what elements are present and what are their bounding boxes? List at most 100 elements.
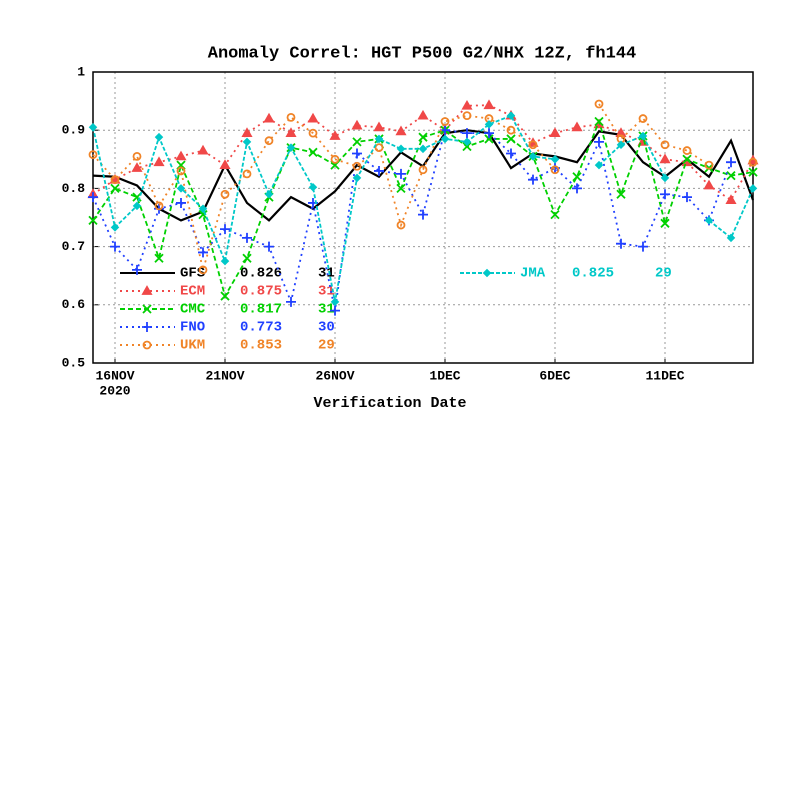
y-tick-label: 0.8: [62, 181, 86, 196]
data-point: [308, 128, 318, 138]
data-point: [462, 128, 472, 139]
data-point: [638, 241, 648, 252]
data-point: [418, 209, 428, 220]
data-point: [748, 157, 758, 167]
data-point: [616, 140, 626, 150]
legend-name: UKM: [180, 338, 205, 354]
data-point: [352, 148, 362, 159]
data-point: [286, 112, 296, 122]
data-point: [198, 209, 208, 220]
data-point: [154, 253, 164, 263]
data-point: [506, 134, 516, 144]
data-point: [330, 297, 340, 307]
data-point: [550, 155, 560, 164]
legend-count: 31: [318, 284, 335, 300]
data-point: [660, 173, 670, 183]
data-point: [660, 218, 670, 228]
data-point: [330, 305, 340, 316]
data-point: [242, 232, 252, 243]
data-point: [242, 253, 252, 263]
data-point: [329, 130, 341, 140]
data-point: [594, 136, 604, 147]
legend-count: 31: [318, 302, 335, 318]
data-point: [285, 127, 297, 138]
x-tick-label: 21NOV: [205, 368, 244, 383]
legend-score: 0.853: [240, 338, 282, 354]
legend-marker: [142, 322, 152, 332]
data-point: [550, 165, 560, 175]
data-point: [638, 131, 648, 141]
data-point: [264, 241, 274, 252]
data-point: [396, 183, 406, 194]
data-point: [154, 132, 164, 142]
data-point: [132, 201, 142, 211]
data-point: [572, 172, 582, 182]
legend-marker: [482, 268, 492, 278]
data-point: [110, 241, 120, 252]
data-point: [418, 132, 428, 142]
data-point: [307, 112, 319, 123]
data-point: [725, 194, 737, 204]
y-tick-label: 0.9: [62, 123, 86, 138]
legend-score: 0.773: [240, 320, 282, 336]
data-point: [241, 127, 253, 138]
x-tick-label: 26NOV: [315, 368, 354, 383]
data-point: [594, 99, 604, 109]
x-axis-label: Verification Date: [313, 395, 466, 412]
data-point: [110, 183, 120, 194]
x-tick-label: 1DEC: [429, 368, 460, 383]
data-point: [682, 146, 692, 155]
data-point: [220, 256, 230, 266]
data-point: [264, 136, 274, 146]
data-point: [550, 209, 560, 220]
data-point: [440, 117, 450, 126]
data-point: [330, 154, 340, 164]
data-point: [549, 127, 561, 138]
data-point: [462, 111, 472, 121]
data-point: [726, 157, 736, 168]
data-point: [528, 174, 538, 185]
data-point: [528, 152, 538, 161]
x-tick-label: 16NOV: [95, 368, 134, 383]
chart-title: Anomaly Correl: HGT P500 G2/NHX 12Z, fh1…: [208, 44, 636, 63]
data-point: [176, 166, 186, 176]
data-point: [395, 125, 407, 136]
x-tick-label: 6DEC: [539, 368, 570, 383]
data-point: [594, 160, 604, 170]
data-point: [703, 179, 715, 190]
data-point: [286, 143, 296, 152]
data-point: [132, 264, 142, 275]
data-point: [528, 140, 538, 150]
data-point: [726, 233, 736, 243]
data-point: [308, 182, 318, 192]
legend-name: ECM: [180, 284, 205, 300]
legend-name: FNO: [180, 320, 205, 336]
data-point: [506, 148, 516, 159]
data-point: [220, 189, 230, 199]
legend-score: 0.825: [572, 266, 614, 282]
y-tick-label: 0.6: [62, 297, 86, 312]
data-point: [220, 224, 230, 235]
data-point: [484, 128, 494, 139]
data-point: [418, 165, 428, 175]
legend-name: CMC: [180, 302, 206, 318]
data-point: [571, 121, 583, 132]
data-point: [352, 161, 362, 171]
data-point: [483, 99, 495, 110]
legend-score: 0.875: [240, 284, 282, 300]
data-point: [616, 189, 626, 199]
data-point: [374, 134, 384, 144]
legend-count: 29: [318, 338, 335, 354]
data-point: [748, 167, 758, 177]
data-point: [88, 123, 98, 132]
data-point: [198, 265, 208, 275]
data-point: [726, 170, 736, 181]
data-point: [594, 116, 604, 127]
data-point: [220, 291, 230, 301]
data-point: [351, 119, 363, 130]
data-point: [616, 238, 626, 249]
data-point: [396, 220, 406, 230]
y-tick-label: 1: [77, 64, 85, 79]
legend-score: 0.826: [240, 266, 282, 282]
